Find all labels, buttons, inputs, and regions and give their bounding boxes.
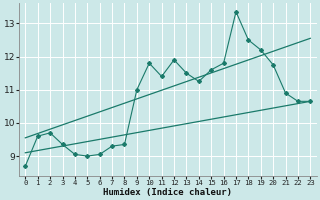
X-axis label: Humidex (Indice chaleur): Humidex (Indice chaleur) (103, 188, 232, 197)
